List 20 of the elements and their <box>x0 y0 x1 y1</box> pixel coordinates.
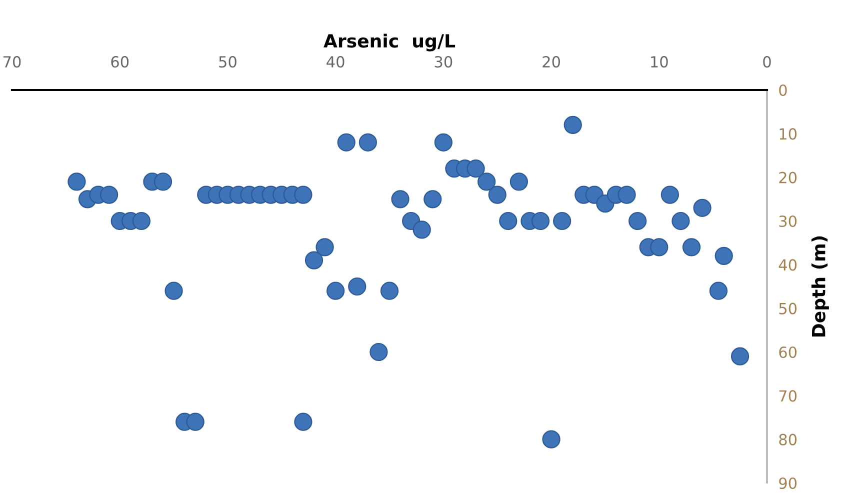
y-tick-label: 0 <box>779 84 787 96</box>
x-tick-label: 50 <box>219 56 236 68</box>
y-tick-label: 70 <box>779 390 797 402</box>
y-axis-title: Depth (m) <box>811 236 829 336</box>
y-tick-label: 90 <box>779 477 797 490</box>
x-tick-label: 0 <box>763 56 771 68</box>
y-tick-label: 80 <box>779 434 797 446</box>
x-tick-label: 70 <box>4 56 21 68</box>
x-tick-label: 30 <box>434 56 452 68</box>
y-tick-label: 40 <box>778 259 797 271</box>
y-tick-label: 30 <box>779 215 797 228</box>
y-tick-label: 10 <box>780 128 797 140</box>
x-tick-label: 60 <box>111 56 129 68</box>
y-tick-label: 60 <box>779 346 797 358</box>
y-tick-label: 20 <box>779 172 797 184</box>
x-tick-label: 10 <box>651 56 668 68</box>
x-tick-label: 40 <box>326 56 344 68</box>
y-tick-label: 50 <box>779 302 797 314</box>
x-axis-title: Arsenic ug/L <box>324 34 456 52</box>
x-tick-label: 20 <box>542 56 560 68</box>
